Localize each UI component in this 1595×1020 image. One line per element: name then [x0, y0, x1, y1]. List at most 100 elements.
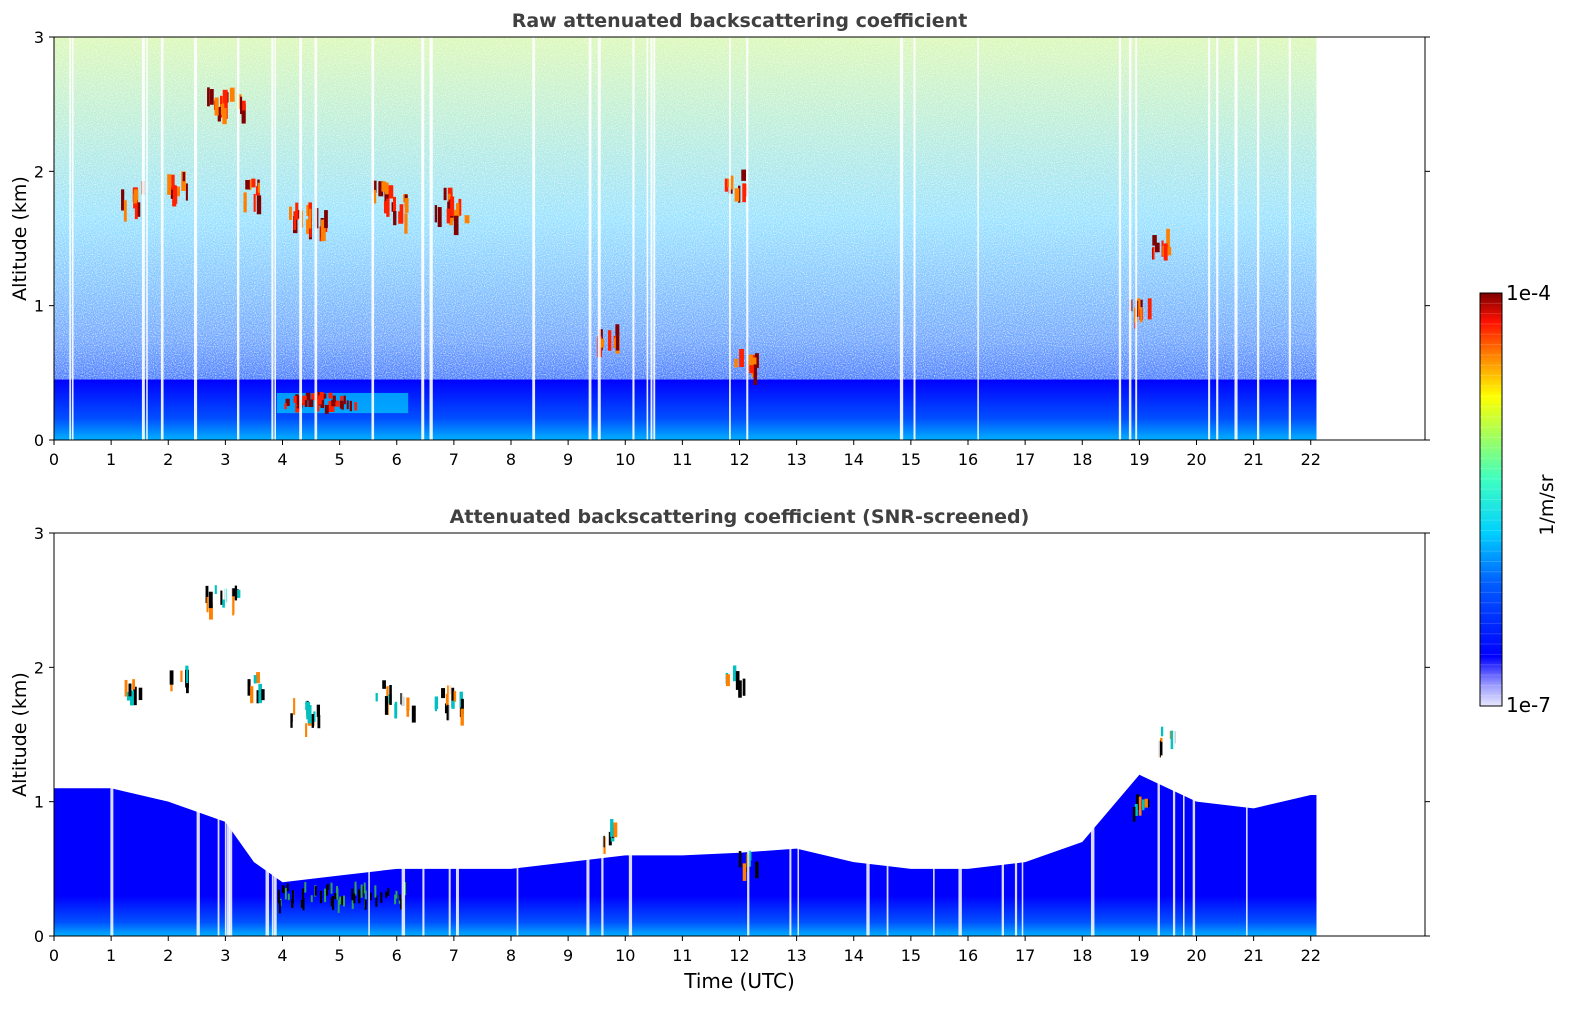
data-gap: [1245, 533, 1248, 936]
x-tick-label: 14: [844, 450, 864, 469]
screened-aerosol-streak: [287, 893, 290, 901]
aerosol-streak: [284, 403, 287, 410]
aerosol-streak: [354, 402, 358, 411]
x-tick-label: 8: [506, 946, 516, 965]
aerosol-streak: [343, 395, 346, 405]
colorbar-steps: [1480, 302, 1502, 697]
screened-aerosol-streak: [369, 892, 372, 901]
x-tick-label: 12: [729, 946, 749, 965]
data-gap: [1288, 37, 1291, 440]
x-tick-label: 22: [1301, 946, 1321, 965]
screened-aerosol-streak: [358, 891, 361, 904]
screened-aerosol-streak: [337, 899, 340, 913]
screened-cloud-patch: [247, 672, 265, 704]
data-gap: [586, 533, 590, 936]
data-gap: [429, 37, 433, 440]
data-gap: [69, 37, 71, 440]
screened-cloud-patch: [169, 665, 189, 694]
screened-cloud-patch: [434, 685, 455, 714]
data-gap: [196, 533, 200, 936]
screened-backscatter-panel: 0 1 2 3 4 5 6 7 8 9 10 11 12 13 14 15 16 17 18 19 20 21 220123…: [9, 506, 1430, 993]
screened-aerosol-streak: [404, 882, 407, 896]
x-axis-label: Time (UTC): [683, 969, 795, 993]
aerosol-streak: [323, 393, 327, 399]
screened-aerosol-streak: [387, 888, 390, 896]
x-tick-label: 19: [1129, 450, 1149, 469]
data-gap: [650, 37, 653, 440]
data-gap: [913, 37, 916, 440]
data-gap: [899, 37, 904, 440]
data-gap: [422, 533, 425, 936]
screened-aerosol-streak: [310, 895, 313, 903]
data-gap: [958, 533, 962, 936]
x-tick-label: 2: [163, 450, 173, 469]
x-tick-label: 11: [672, 946, 692, 965]
x-tick-label: 16: [958, 946, 978, 965]
data-gap: [532, 37, 536, 440]
screened-aerosol-streak: [304, 882, 307, 893]
cloud-patch: [372, 180, 394, 217]
x-tick-label: 20: [1186, 946, 1206, 965]
data-gap: [646, 37, 649, 440]
data-gap: [886, 533, 889, 936]
x-tick-label: 16: [958, 450, 978, 469]
x-tick-label: 5: [335, 946, 345, 965]
screened-aerosol-streak: [354, 881, 357, 894]
x-tick-label: 12: [729, 450, 749, 469]
x-tick-label: 4: [277, 450, 287, 469]
aerosol-streak: [302, 395, 307, 406]
screened-aerosol-streak: [286, 883, 289, 892]
x-tick-label: 6: [392, 946, 402, 965]
data-gap: [1172, 533, 1176, 936]
x-tick-label: 5: [335, 450, 345, 469]
x-tick-label: 18: [1072, 450, 1092, 469]
aerosol-streak: [321, 395, 325, 407]
cloud-patch: [391, 194, 409, 234]
x-tick-label: 11: [672, 450, 692, 469]
data-gap: [217, 533, 220, 936]
x-tick-label: 8: [506, 450, 516, 469]
screened-aerosol-streak: [375, 895, 378, 907]
boundary-layer: [54, 379, 1317, 440]
aerosol-streak: [315, 398, 319, 409]
aerosol-streak: [318, 395, 322, 405]
x-tick-label: 17: [1015, 450, 1035, 469]
data-gap: [1014, 533, 1018, 936]
data-gap: [273, 533, 277, 936]
y-tick-label: 2: [34, 162, 44, 181]
data-gap: [1216, 37, 1219, 440]
screened-aerosol-streak: [374, 885, 377, 898]
x-tick-label: 4: [277, 946, 287, 965]
x-tick-label: 3: [220, 946, 230, 965]
screened-aerosol-streak: [277, 889, 280, 904]
y-tick-label: 2: [34, 658, 44, 677]
colorbar-min-label: 1e-7: [1506, 693, 1551, 717]
screened-aerosol-streak: [364, 899, 367, 910]
aerosol-streak: [346, 400, 349, 410]
aerosol-streak: [331, 399, 336, 407]
noise-speckle: [54, 37, 1317, 440]
screened-cloud-patch: [124, 679, 143, 706]
data-gap: [160, 37, 164, 440]
screened-aerosol-streak: [380, 892, 383, 903]
data-gap: [421, 37, 425, 440]
x-tick-label: 6: [392, 450, 402, 469]
data-gap: [1208, 37, 1211, 440]
data-gap: [1256, 37, 1260, 440]
x-tick-label: 2: [163, 946, 173, 965]
screened-aerosol-streak: [301, 888, 304, 899]
data-gap: [271, 533, 274, 936]
x-tick-label: 20: [1186, 450, 1206, 469]
aerosol-streak: [304, 400, 308, 408]
y-tick-label: 0: [34, 431, 44, 450]
y-tick-label: 0: [34, 927, 44, 946]
screened-cloud-patch: [1158, 726, 1176, 758]
x-tick-label: 21: [1243, 450, 1263, 469]
data-gap: [1001, 533, 1004, 936]
data-gap: [628, 533, 633, 936]
aerosol-streak: [328, 392, 333, 399]
cloud-patch: [222, 87, 246, 125]
screened-aerosol-streak: [364, 890, 367, 901]
data-gap: [597, 37, 601, 440]
